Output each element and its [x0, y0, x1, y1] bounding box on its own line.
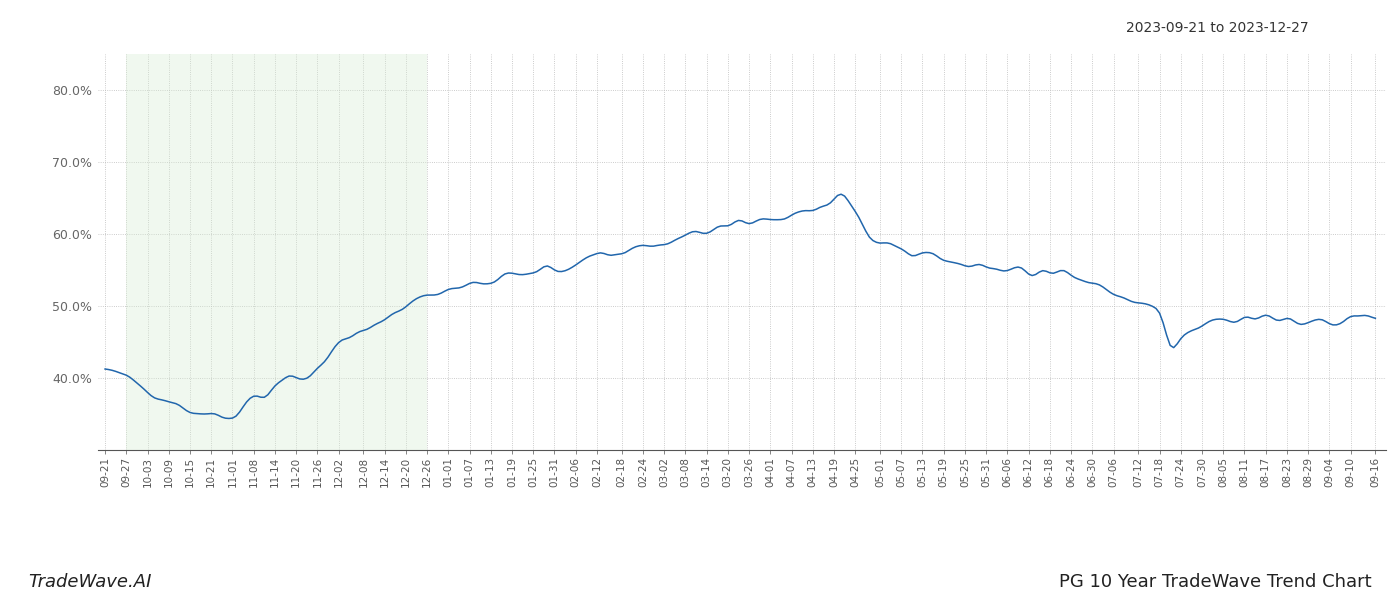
Text: PG 10 Year TradeWave Trend Chart: PG 10 Year TradeWave Trend Chart: [1060, 573, 1372, 591]
Text: TradeWave.AI: TradeWave.AI: [28, 573, 151, 591]
Bar: [126, 54, 427, 450]
Text: 2023-09-21 to 2023-12-27: 2023-09-21 to 2023-12-27: [1127, 21, 1309, 35]
